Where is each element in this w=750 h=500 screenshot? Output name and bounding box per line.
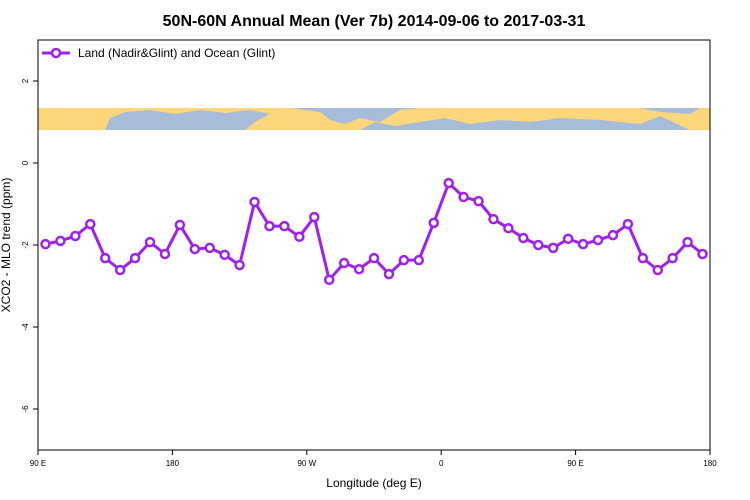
data-point	[383, 268, 395, 280]
data-point	[323, 274, 335, 286]
data-point	[174, 219, 186, 231]
data-point	[413, 254, 425, 266]
data-point	[398, 254, 410, 266]
plot-frame	[37, 39, 711, 451]
y-tick-label: 0	[21, 160, 30, 165]
data-point	[592, 234, 604, 246]
x-tick-label: 0	[439, 459, 444, 468]
x-axis-label: Longitude (deg E)	[326, 476, 421, 490]
data-point	[99, 252, 111, 264]
data-point	[294, 231, 305, 243]
chart-title: 50N-60N Annual Mean (Ver 7b) 2014-09-06 …	[163, 13, 586, 30]
data-line	[45, 180, 704, 284]
y-tick-label: -6	[21, 405, 30, 413]
data-point	[473, 195, 484, 207]
y-tick-label: -4	[21, 323, 30, 331]
data-point	[338, 257, 350, 269]
data-point	[70, 230, 81, 242]
data-point	[279, 220, 290, 232]
x-tick-label: 90 W	[297, 459, 316, 468]
data-point	[697, 248, 708, 260]
data-point	[309, 211, 320, 223]
data-point	[458, 191, 469, 203]
data-point	[144, 236, 156, 248]
y-axis-label: XCO2 - MLO trend (ppm)	[0, 178, 13, 313]
data-point	[204, 242, 215, 254]
data-point	[40, 238, 51, 250]
x-tick-label: 90 E	[567, 459, 583, 468]
data-point	[518, 232, 529, 244]
y-tick-label: 2	[21, 78, 30, 83]
data-point	[547, 242, 559, 254]
data-point	[428, 217, 439, 229]
x-tick-label: 90 E	[30, 459, 46, 468]
data-point	[607, 229, 619, 241]
data-point	[562, 233, 574, 245]
data-point	[368, 252, 380, 264]
data-point	[189, 243, 201, 255]
data-point	[234, 259, 245, 271]
data-point	[682, 236, 693, 248]
y-tick-label: -2	[21, 241, 30, 249]
data-point	[85, 218, 96, 230]
data-point	[637, 252, 649, 264]
data-point	[667, 252, 678, 264]
data-point	[533, 239, 544, 251]
data-point	[353, 263, 365, 275]
data-point	[55, 235, 66, 247]
data-point	[114, 264, 126, 276]
x-tick-label: 180	[703, 459, 717, 468]
data-point	[159, 248, 171, 260]
data-point	[264, 220, 275, 232]
data-point	[652, 264, 663, 276]
data-point	[622, 218, 634, 230]
data-point	[249, 196, 260, 208]
data-point	[577, 238, 589, 250]
legend-marker	[50, 47, 62, 59]
data-point	[219, 249, 230, 261]
legend-label: Land (Nadir&Glint) and Ocean (Glint)	[78, 46, 275, 60]
data-point	[129, 252, 141, 264]
map-band	[38, 108, 710, 130]
data-point	[488, 213, 499, 225]
data-point	[503, 222, 514, 234]
data-point	[443, 177, 454, 189]
x-tick-label: 180	[166, 459, 180, 468]
